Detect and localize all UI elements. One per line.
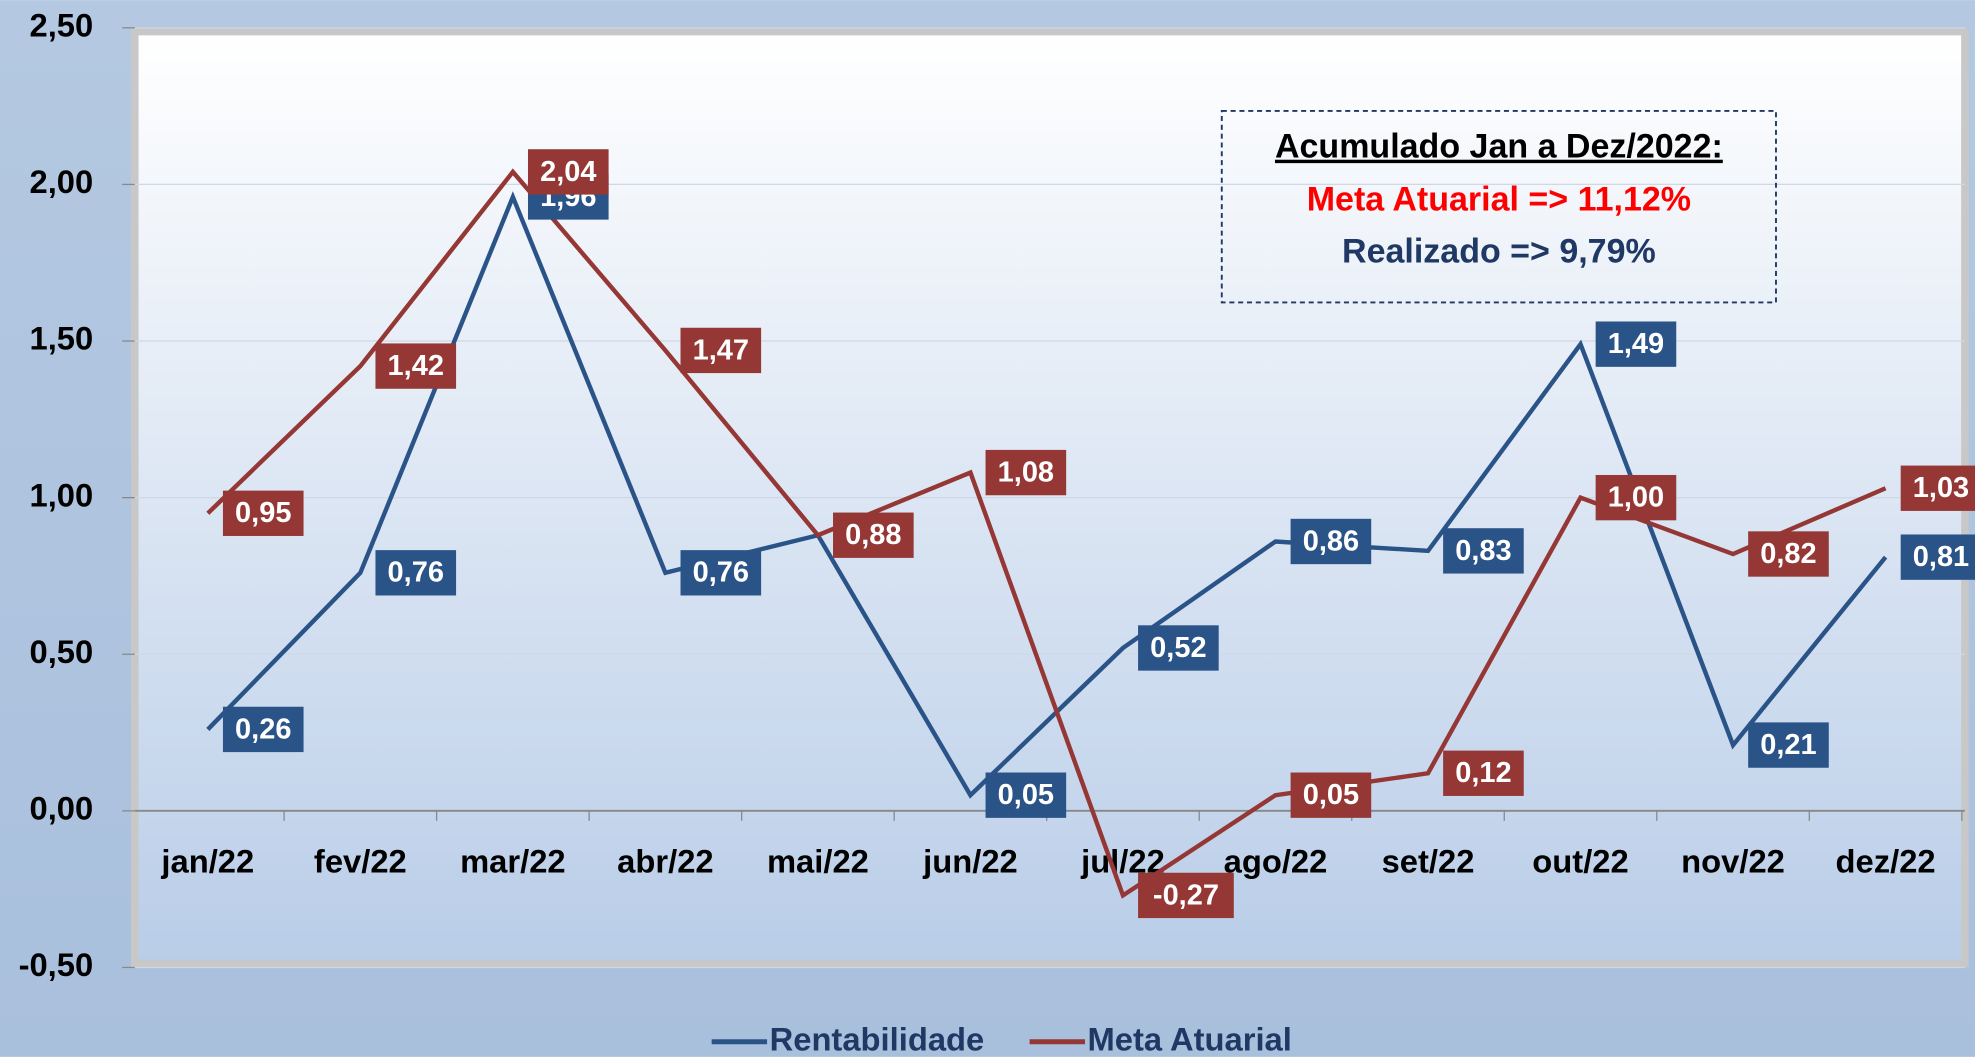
x-tick-label: nov/22 xyxy=(1681,842,1785,879)
data-label: 1,49 xyxy=(1608,328,1664,360)
y-tick-label: 2,50 xyxy=(29,6,93,43)
data-label: 0,76 xyxy=(388,557,444,589)
data-label: 1,47 xyxy=(693,334,749,366)
data-label-box xyxy=(985,449,1067,496)
x-tick-label: out/22 xyxy=(1532,842,1628,879)
data-label-box xyxy=(527,149,609,195)
data-label-box xyxy=(680,327,762,374)
data-label-box xyxy=(1595,321,1677,367)
data-label: 0,05 xyxy=(998,779,1054,811)
data-label: 0,88 xyxy=(845,519,901,551)
data-label: 1,42 xyxy=(388,350,444,382)
x-tick-label: ago/22 xyxy=(1224,842,1328,879)
data-label: 1,00 xyxy=(1608,482,1664,514)
annotation-box xyxy=(1220,110,1777,304)
x-tick-label: mai/22 xyxy=(767,842,869,879)
data-label-box xyxy=(222,490,304,536)
x-tick-label: dez/22 xyxy=(1836,842,1936,879)
data-label-box xyxy=(1138,872,1234,919)
data-label: 0,86 xyxy=(1303,525,1359,557)
data-label: 0,26 xyxy=(235,713,291,745)
legend-label: Meta Atuarial xyxy=(1088,1020,1292,1057)
y-tick-label: 1,50 xyxy=(29,320,93,357)
data-label-box xyxy=(1290,518,1372,565)
y-tick-label: 0,50 xyxy=(29,633,93,670)
data-label-box xyxy=(1748,722,1829,768)
y-tick-label: 2,00 xyxy=(29,163,93,200)
data-label-box xyxy=(1138,625,1219,671)
data-label-box xyxy=(1443,528,1524,574)
data-label: 0,12 xyxy=(1455,757,1511,789)
legend-label: Rentabilidade xyxy=(770,1020,985,1057)
x-tick-label: abr/22 xyxy=(617,842,713,879)
data-label-box xyxy=(833,512,914,558)
data-label-box xyxy=(1748,531,1829,577)
data-label: 2,04 xyxy=(540,156,596,188)
data-label: 1,08 xyxy=(998,456,1054,488)
x-tick-label: fev/22 xyxy=(314,842,407,879)
y-tick-label: 1,00 xyxy=(29,476,93,513)
data-label: 1,03 xyxy=(1913,472,1969,504)
y-tick-label: -0,50 xyxy=(19,946,94,983)
annotation-line: Meta Atuarial => 11,12% xyxy=(1307,181,1691,219)
data-label-box xyxy=(375,343,457,389)
data-label: -0,27 xyxy=(1153,879,1219,911)
data-label: 0,81 xyxy=(1913,541,1969,573)
data-label-box xyxy=(375,550,457,596)
annotation-title: Acumulado Jan a Dez/2022: xyxy=(1275,128,1723,166)
data-label-box xyxy=(1900,465,1975,511)
x-tick-label: mar/22 xyxy=(460,842,566,879)
data-label-box xyxy=(680,550,762,596)
data-label-box xyxy=(1900,534,1975,580)
data-label: 0,21 xyxy=(1760,729,1816,761)
data-label: 0,52 xyxy=(1150,632,1206,664)
data-label-box xyxy=(985,772,1067,818)
data-label: 0,83 xyxy=(1455,535,1511,567)
data-label: 0,82 xyxy=(1760,538,1816,570)
data-label-box xyxy=(1443,750,1524,796)
series-line xyxy=(206,191,1888,799)
y-tick-label: 0,00 xyxy=(29,790,93,827)
data-label: 0,95 xyxy=(235,497,291,529)
x-tick-label: jan/22 xyxy=(160,842,254,879)
data-label-box xyxy=(222,706,304,753)
annotation-line: Realizado => 9,79% xyxy=(1342,232,1656,270)
x-tick-label: set/22 xyxy=(1382,842,1475,879)
x-tick-label: jun/22 xyxy=(922,842,1018,879)
data-label: 0,76 xyxy=(693,557,749,589)
data-label-box xyxy=(1290,772,1372,818)
data-label: 0,05 xyxy=(1303,779,1359,811)
data-label-box xyxy=(1595,474,1677,521)
